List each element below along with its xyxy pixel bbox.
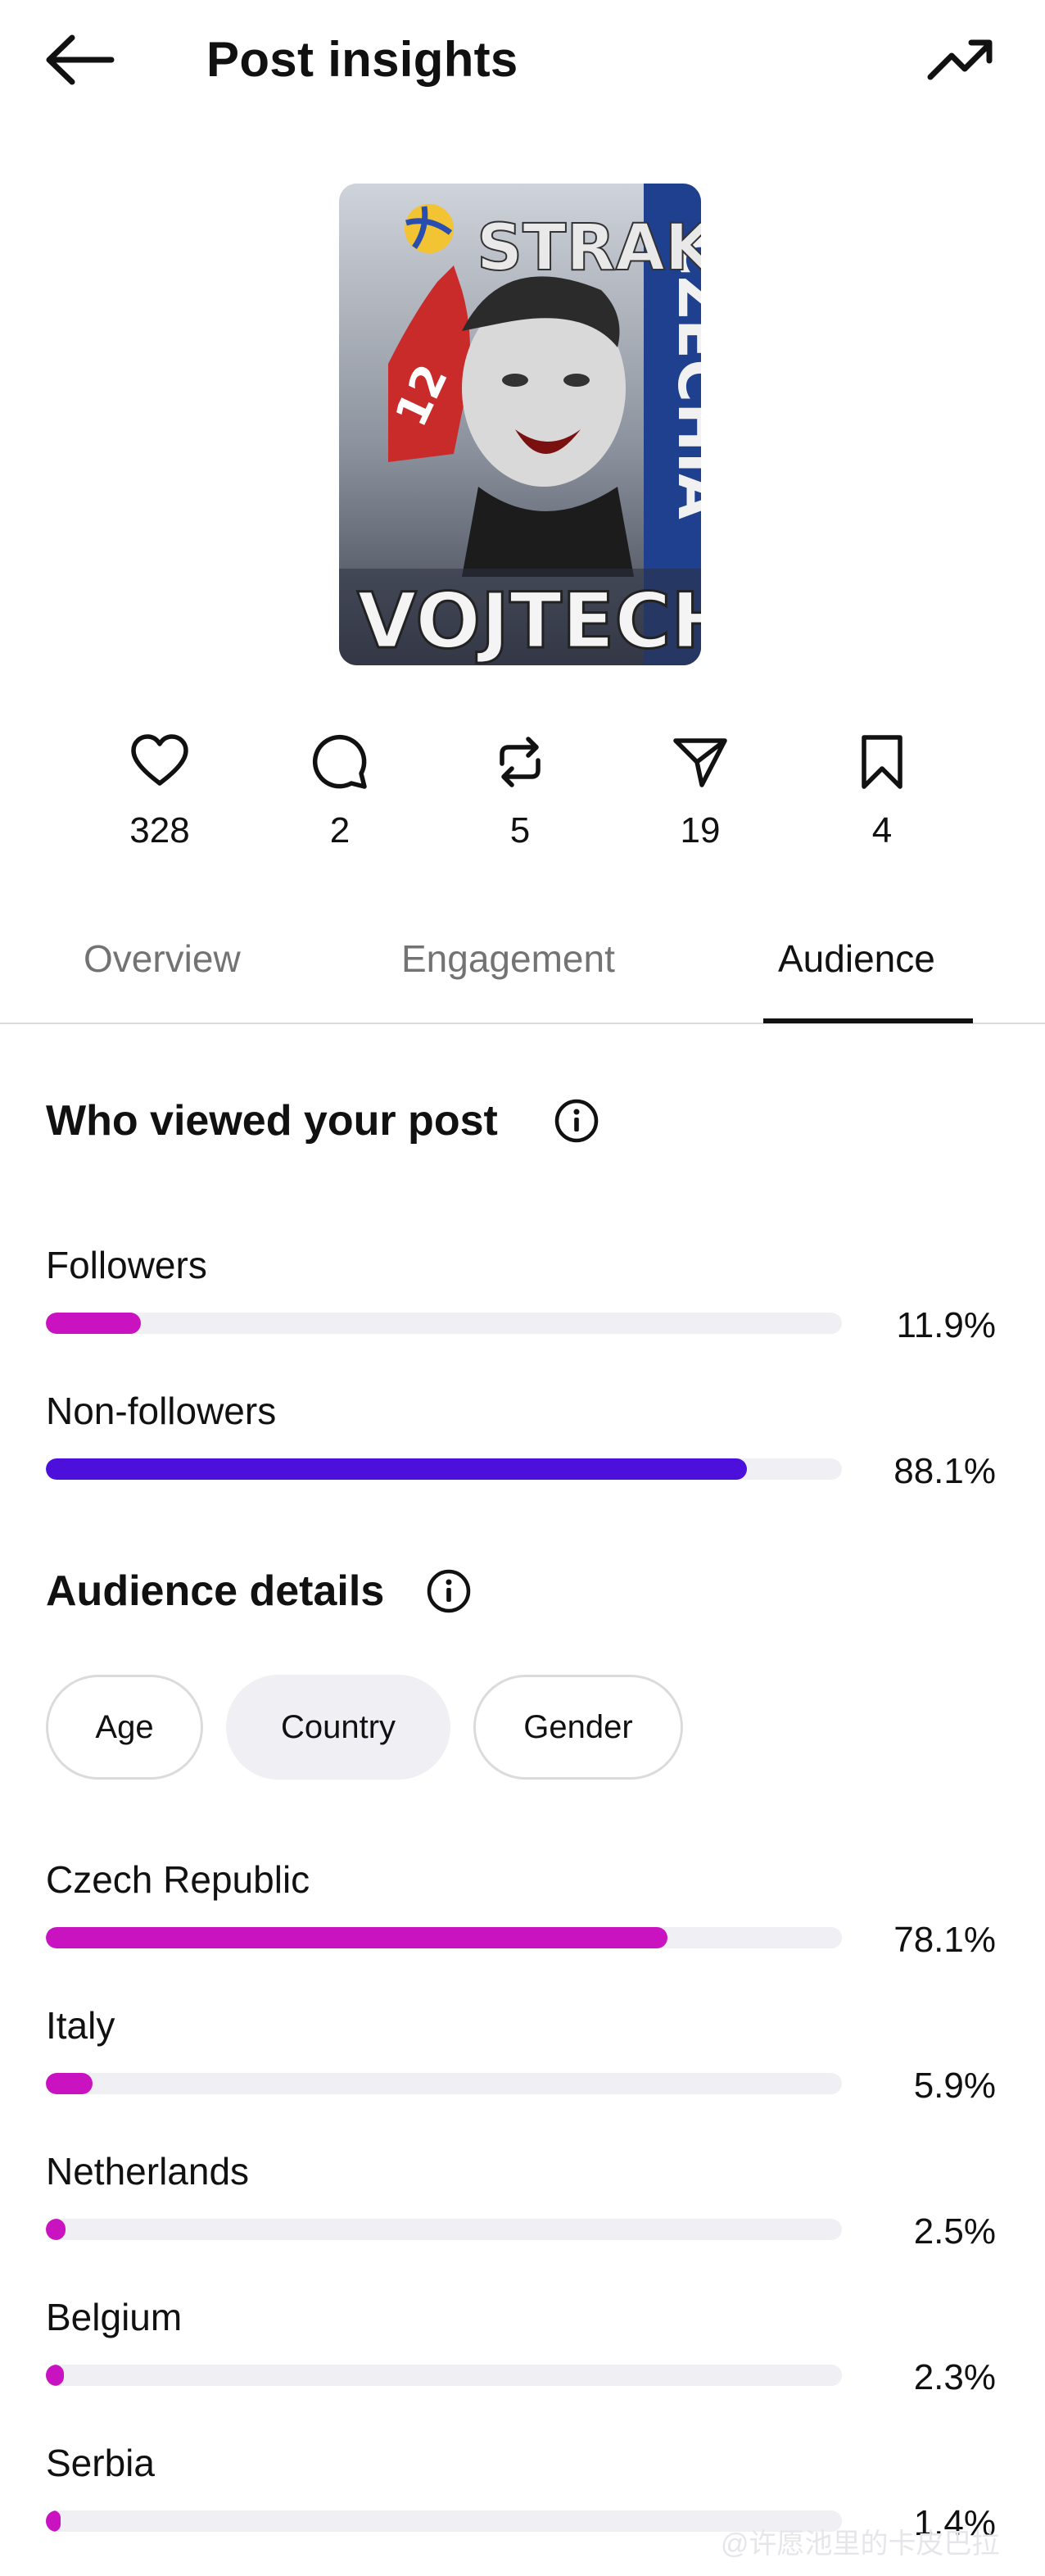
post-thumbnail[interactable]: CZECHIA 12 STRAK VOJTECH [339, 184, 701, 665]
country-bar [46, 2365, 842, 2386]
thumb-side-text: CZECHIA [665, 233, 701, 519]
country-bar-fill [46, 2510, 61, 2532]
heart-icon [131, 734, 188, 786]
trend-button[interactable] [925, 33, 996, 87]
followers-value: 11.9% [896, 1305, 997, 1345]
chip-age[interactable]: Age [46, 1675, 203, 1780]
arrow-left-icon [46, 34, 115, 85]
comments-count: 2 [329, 810, 351, 850]
back-button[interactable] [43, 31, 116, 88]
info-icon[interactable] [554, 1098, 599, 1144]
share-icon [673, 738, 727, 787]
comments-stat[interactable]: 2 [278, 732, 401, 852]
country-bar [46, 2219, 842, 2240]
non-followers-bar-fill [46, 1458, 748, 1480]
followers-bar [46, 1313, 842, 1334]
tab-audience[interactable]: Audience [778, 937, 935, 980]
country-bar [46, 2073, 842, 2094]
reposts-count: 5 [509, 810, 531, 850]
country-bar [46, 2510, 842, 2532]
country-label: Italy [46, 2004, 115, 2047]
followers-label: Followers [46, 1244, 207, 1286]
non-followers-bar [46, 1458, 842, 1480]
country-bar [46, 1927, 842, 1948]
tab-engagement[interactable]: Engagement [401, 937, 615, 980]
thumb-top-text: STRAK [477, 211, 701, 285]
saves-stat[interactable]: 4 [821, 732, 943, 852]
country-bar-fill [46, 1927, 668, 1948]
likes-count: 328 [129, 810, 190, 850]
country-value: 1.4% [913, 2503, 996, 2543]
repost-icon [500, 737, 541, 787]
chip-gender[interactable]: Gender [473, 1675, 683, 1780]
info-icon[interactable] [426, 1568, 472, 1614]
country-value: 5.9% [913, 2066, 996, 2106]
country-value: 2.3% [913, 2357, 996, 2397]
tabs-divider [0, 1023, 1045, 1024]
likes-stat[interactable]: 328 [98, 732, 221, 852]
viewers-section-title: Who viewed your post [46, 1097, 498, 1145]
shares-count: 19 [680, 810, 721, 850]
non-followers-label: Non-followers [46, 1390, 277, 1432]
country-bar-fill [46, 2073, 93, 2094]
followers-bar-fill [46, 1313, 141, 1334]
saves-count: 4 [871, 810, 893, 850]
watermark: @许愿池里的卡皮巴拉 [721, 2528, 1000, 2560]
country-label: Belgium [46, 2296, 183, 2338]
chip-country[interactable]: Country [226, 1675, 450, 1780]
comment-icon [312, 734, 367, 789]
country-value: 2.5% [913, 2211, 996, 2252]
audience-section-title: Audience details [46, 1567, 385, 1615]
country-value: 78.1% [893, 1920, 996, 1960]
country-bar-fill [46, 2365, 65, 2386]
bookmark-icon [862, 735, 902, 789]
tab-overview[interactable]: Overview [84, 937, 241, 980]
thumb-bottom-text: VOJTECH [357, 577, 701, 665]
country-label: Czech Republic [46, 1858, 310, 1901]
active-tab-indicator [763, 1018, 973, 1023]
non-followers-value: 88.1% [893, 1451, 996, 1491]
country-label: Serbia [46, 2442, 155, 2484]
shares-stat[interactable]: 19 [639, 732, 762, 852]
trending-up-icon [927, 39, 993, 80]
country-label: Netherlands [46, 2150, 250, 2193]
reposts-stat[interactable]: 5 [459, 732, 581, 852]
page-title: Post insights [206, 32, 518, 87]
country-bar-fill [46, 2219, 66, 2240]
